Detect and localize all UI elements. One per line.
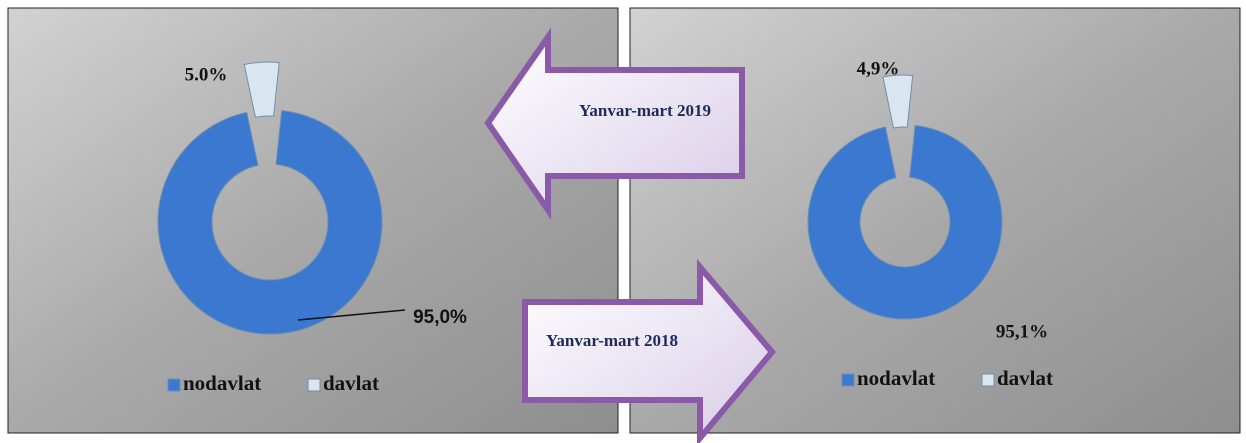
- data-label: 4,9%: [857, 58, 900, 79]
- legend-marker: [841, 373, 855, 387]
- donut-slice: [807, 124, 1003, 320]
- donut-slice: [157, 110, 383, 335]
- arrow-left: [484, 27, 745, 220]
- data-label: 95,1%: [996, 321, 1048, 342]
- legend-label: nodavlat: [857, 366, 935, 390]
- donut-slice: [243, 61, 280, 118]
- donut-slice: [882, 74, 914, 129]
- legend-label: davlat: [323, 371, 379, 395]
- arrow-label: Yanvar-mart 2019: [578, 101, 712, 120]
- legend-label: davlat: [997, 366, 1053, 390]
- arrow-label: Yanvar-mart 2018: [545, 331, 679, 350]
- data-label: 5.0%: [185, 64, 228, 85]
- legend-marker: [307, 378, 321, 392]
- data-label: 95,0%: [413, 307, 467, 328]
- arrow-right: [522, 258, 776, 443]
- legend-label: nodavlat: [183, 371, 261, 395]
- legend-marker: [167, 378, 181, 392]
- legend-marker: [981, 373, 995, 387]
- leader-line: [297, 309, 406, 321]
